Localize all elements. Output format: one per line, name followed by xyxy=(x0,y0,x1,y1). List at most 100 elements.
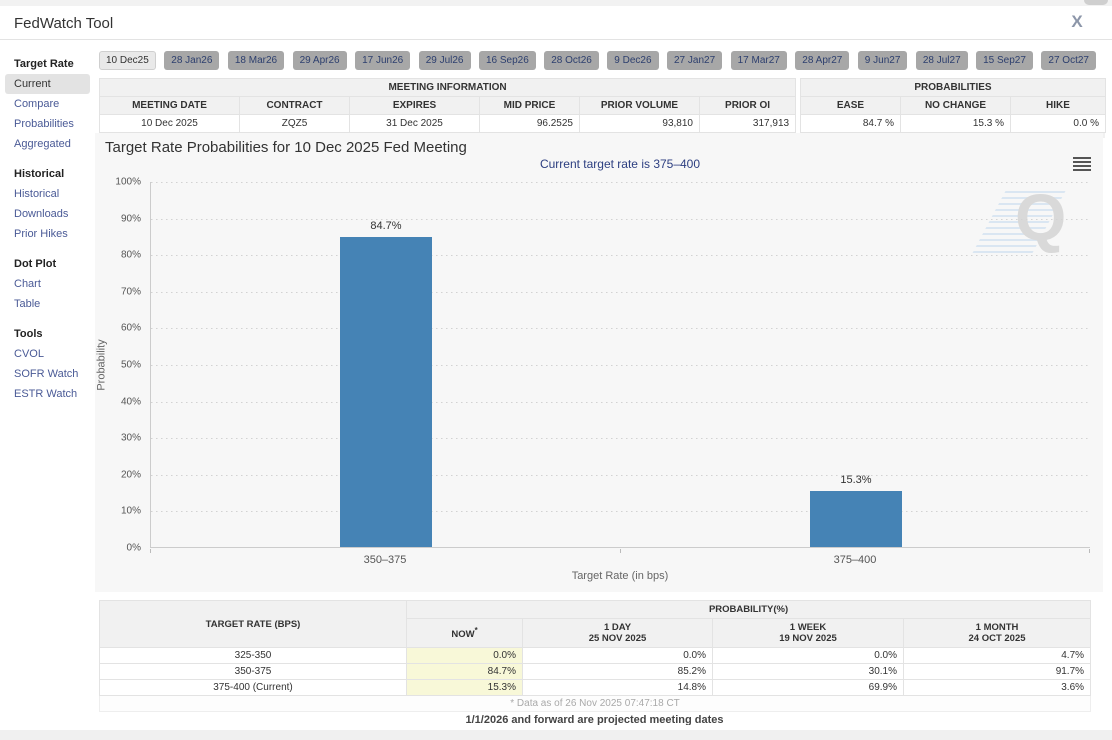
col-mid-price: MID PRICE xyxy=(479,96,580,115)
col-hike: HIKE xyxy=(1010,96,1106,115)
mid-price-value: 96.2525 xyxy=(479,114,580,133)
y-axis-tick-label: 80% xyxy=(120,249,141,261)
group-header-probability: PROBABILITY(%) xyxy=(405,600,1092,619)
table-row-350-375: 350-375 84.7% 85.2% 30.1% 91.7% xyxy=(99,663,1092,680)
bar-350–375: 84.7% xyxy=(340,220,432,547)
gridline xyxy=(151,401,1091,403)
day-cell: 85.2% xyxy=(522,663,713,680)
table-row-375-400-current: 375-400 (Current) 15.3% 14.8% 69.9% 3.6% xyxy=(99,679,1092,696)
page-title: FedWatch Tool xyxy=(14,15,114,32)
hike-value: 0.0 % xyxy=(1010,114,1106,133)
rate-cell: 325-350 xyxy=(99,647,407,664)
prior-volume-value: 93,810 xyxy=(579,114,700,133)
scrollbar-thumb[interactable] xyxy=(1084,0,1108,5)
chart-plot-area: 84.7% 15.3% xyxy=(150,182,1091,548)
x-axis-tick xyxy=(620,549,621,553)
tab-9-jun27[interactable]: 9 Jun27 xyxy=(857,51,908,70)
table-row-325-350: 325-350 0.0% 0.0% 0.0% 4.7% xyxy=(99,647,1092,664)
meeting-information-table: MEETING INFORMATION MEETING DATE CONTRAC… xyxy=(98,78,797,138)
sidebar-item-chart[interactable]: Chart xyxy=(14,278,41,290)
col-prior-volume: PRIOR VOLUME xyxy=(579,96,700,115)
col-meeting-date: MEETING DATE xyxy=(99,96,240,115)
y-axis-tick-label: 70% xyxy=(120,286,141,298)
sidebar-item-historical[interactable]: Historical xyxy=(14,188,60,200)
y-axis-tick-label: 30% xyxy=(120,432,141,444)
tab-28-apr27[interactable]: 28 Apr27 xyxy=(795,51,850,70)
tab-28-jan26[interactable]: 28 Jan26 xyxy=(164,51,220,70)
tab-15-sep27[interactable]: 15 Sep27 xyxy=(976,51,1033,70)
y-axis-tick-label: 60% xyxy=(120,322,141,334)
meeting-info-row: 10 Dec 2025 ZQZ5 31 Dec 2025 96.2525 93,… xyxy=(99,114,797,133)
now-cell: 84.7% xyxy=(406,663,523,680)
tab-27-oct27[interactable]: 27 Oct27 xyxy=(1041,51,1096,70)
col-1-day: 1 DAY 25 NOV 2025 xyxy=(522,618,713,648)
sidebar-item-downloads[interactable]: Downloads xyxy=(14,208,69,220)
y-axis-tick-label: 10% xyxy=(120,505,141,517)
now-cell: 15.3% xyxy=(406,679,523,696)
gridline xyxy=(151,182,1091,183)
tab-10-dec25[interactable]: 10 Dec25 xyxy=(99,51,156,70)
probability-history-table: TARGET RATE (BPS) PROBABILITY(%) NOW* 1 … xyxy=(98,600,1092,712)
chart-title: Target Rate Probabilities for 10 Dec 202… xyxy=(105,139,467,156)
sidebar-item-prior-hikes[interactable]: Prior Hikes xyxy=(14,228,68,240)
sidebar-item-probabilities[interactable]: Probabilities xyxy=(14,118,74,130)
sidebar-item-current[interactable]: Current xyxy=(5,74,90,94)
sidebar-item-aggregated[interactable]: Aggregated xyxy=(14,138,71,150)
y-axis-tick-labels: 100% 90% 80% 70% 60% 50% 40% 30% 20% 10% 0% xyxy=(103,177,145,554)
data-asof-footnote: * Data as of 26 Nov 2025 07:47:18 CT xyxy=(98,695,1092,712)
sidebar-item-sofr-watch[interactable]: SOFR Watch xyxy=(14,368,79,380)
sidebar-item-cvol[interactable]: CVOL xyxy=(14,348,44,360)
tab-16-sep26[interactable]: 16 Sep26 xyxy=(478,51,536,70)
sidebar-item-compare[interactable]: Compare xyxy=(14,98,60,110)
col-contract: CONTRACT xyxy=(239,96,350,115)
col-1-month: 1 MONTH 24 OCT 2025 xyxy=(902,618,1092,648)
top-strip xyxy=(0,0,1112,6)
probability-bar-chart: Target Rate Probabilities for 10 Dec 202… xyxy=(95,133,1103,592)
probabilities-summary-table: PROBABILITIES EASE NO CHANGE HIKE 84.7 %… xyxy=(800,78,1106,138)
y-axis-tick-label: 40% xyxy=(120,396,141,408)
gridline xyxy=(151,474,1091,476)
probabilities-title: PROBABILITIES xyxy=(800,78,1106,97)
x-axis-tick xyxy=(1089,549,1090,553)
tab-17-jun26[interactable]: 17 Jun26 xyxy=(355,51,411,70)
sidebar-section-dot-plot: Dot Plot xyxy=(14,258,57,270)
col-no-change: NO CHANGE xyxy=(900,96,1011,115)
prior-oi-value: 317,913 xyxy=(698,114,797,133)
y-axis-tick-label: 50% xyxy=(120,359,141,371)
bottom-strip xyxy=(0,730,1112,740)
tab-29-jul26[interactable]: 29 Jul26 xyxy=(418,51,471,70)
y-axis-tick-label: 90% xyxy=(120,213,141,225)
col-ease: EASE xyxy=(800,96,901,115)
week-cell: 0.0% xyxy=(712,647,904,664)
tab-27-jan27[interactable]: 27 Jan27 xyxy=(666,51,723,70)
sidebar: Target Rate Current Compare Probabilitie… xyxy=(0,44,95,404)
day-cell: 14.8% xyxy=(522,679,713,696)
ease-value: 84.7 % xyxy=(800,114,901,133)
tab-18-mar26[interactable]: 18 Mar26 xyxy=(227,51,285,70)
gridline xyxy=(151,218,1091,220)
rate-cell: 350-375 xyxy=(99,663,407,680)
tab-9-dec26[interactable]: 9 Dec26 xyxy=(607,51,659,70)
tab-28-jul27[interactable]: 28 Jul27 xyxy=(915,51,968,70)
tab-29-apr26[interactable]: 29 Apr26 xyxy=(292,51,347,70)
sidebar-item-table[interactable]: Table xyxy=(14,298,41,310)
y-axis-tick-label: 100% xyxy=(115,176,141,188)
day-cell: 0.0% xyxy=(522,647,713,664)
week-cell: 69.9% xyxy=(712,679,904,696)
close-icon[interactable]: X xyxy=(1071,12,1083,31)
tab-28-oct26[interactable]: 28 Oct26 xyxy=(544,51,599,70)
y-axis-tick-label: 20% xyxy=(120,469,141,481)
x-axis-category-label: 350–375 xyxy=(363,554,407,566)
sidebar-item-estr-watch[interactable]: ESTR Watch xyxy=(14,388,78,400)
chart-menu-icon[interactable] xyxy=(1073,157,1091,171)
sidebar-section-tools: Tools xyxy=(14,328,43,340)
meeting-date-tabs: 10 Dec25 28 Jan26 18 Mar26 29 Apr26 17 J… xyxy=(99,50,1105,70)
tab-17-mar27[interactable]: 17 Mar27 xyxy=(730,51,787,70)
gridline xyxy=(151,291,1091,293)
app-header: FedWatch Tool X xyxy=(0,6,1112,40)
meeting-info-title: MEETING INFORMATION xyxy=(98,78,797,97)
probabilities-row: 84.7 % 15.3 % 0.0 % xyxy=(800,114,1106,133)
chart-subtitle: Current target rate is 375–400 xyxy=(539,157,701,171)
col-target-rate-bps: TARGET RATE (BPS) xyxy=(99,600,407,648)
